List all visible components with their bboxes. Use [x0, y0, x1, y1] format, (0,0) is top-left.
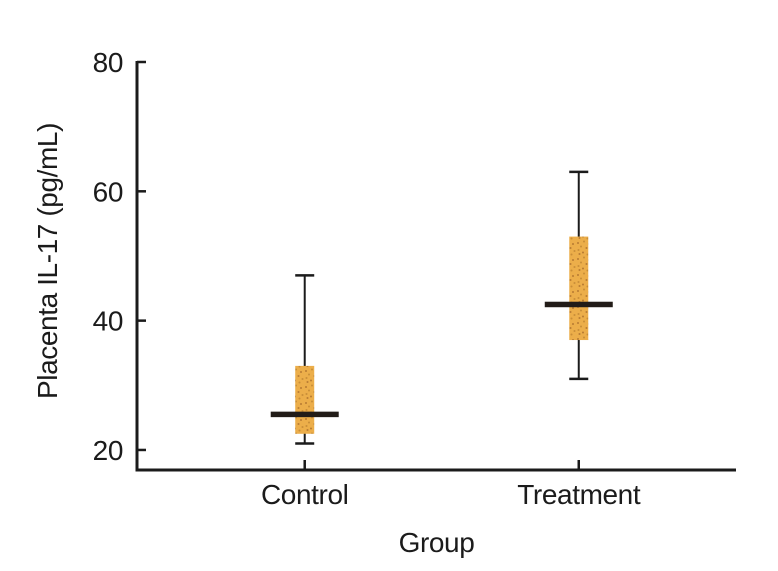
- boxplot-treatment: [544, 170, 613, 381]
- y-tick-label: 20: [93, 435, 123, 466]
- y-tick-label: 40: [93, 306, 123, 337]
- box-rect: [569, 236, 589, 341]
- x-axis-title: Group: [399, 527, 475, 558]
- median-line: [544, 301, 613, 308]
- x-tick-label-treatment: Treatment: [517, 479, 641, 510]
- boxplot-control: [270, 274, 339, 445]
- box-rect: [295, 365, 315, 434]
- y-axis-title: Placenta IL-17 (pg/mL): [32, 123, 63, 399]
- median-line: [270, 411, 339, 418]
- y-tick-label: 60: [93, 176, 123, 207]
- x-tick-label-control: Control: [261, 479, 348, 510]
- y-tick-label: 80: [93, 47, 123, 78]
